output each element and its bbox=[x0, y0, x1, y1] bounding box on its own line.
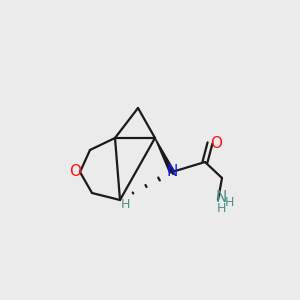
Text: N: N bbox=[215, 190, 227, 206]
Text: N: N bbox=[166, 164, 178, 179]
Text: H: H bbox=[120, 197, 130, 211]
Text: H: H bbox=[216, 202, 226, 214]
Polygon shape bbox=[155, 138, 174, 173]
Text: H: H bbox=[224, 196, 234, 209]
Text: O: O bbox=[69, 164, 81, 179]
Text: O: O bbox=[210, 136, 222, 151]
